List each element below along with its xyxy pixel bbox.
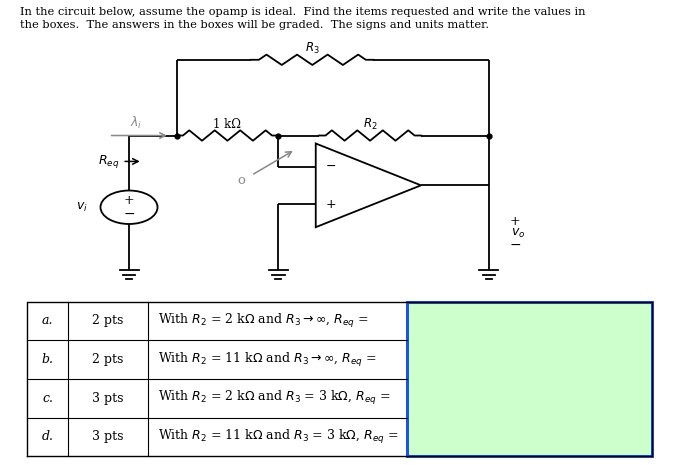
Bar [407, 302, 653, 456]
Text: $v_i$: $v_i$ [77, 201, 88, 214]
Text: $R_2$: $R_2$ [363, 117, 378, 132]
Text: +: + [509, 215, 520, 228]
Text: −: − [325, 160, 336, 173]
Text: With $R_2$ = 11 k$\Omega$ and $R_3$ = 3 k$\Omega$, $R_{eq}$ =: With $R_2$ = 11 k$\Omega$ and $R_3$ = 3 … [158, 428, 398, 446]
Text: the boxes.  The answers in the boxes will be graded.  The signs and units matter: the boxes. The answers in the boxes will… [20, 20, 490, 30]
Text: With $R_2$ = 2 k$\Omega$ and $R_3 \rightarrow \infty$, $R_{eq}$ =: With $R_2$ = 2 k$\Omega$ and $R_3 \right… [158, 312, 369, 330]
Text: −: − [123, 207, 135, 221]
Text: +: + [325, 198, 336, 211]
Text: −: − [509, 238, 521, 252]
Text: 2 pts: 2 pts [92, 353, 124, 366]
Text: With $R_2$ = 11 k$\Omega$ and $R_3 \rightarrow \infty$, $R_{eq}$ =: With $R_2$ = 11 k$\Omega$ and $R_3 \righ… [158, 351, 376, 369]
Text: 3 pts: 3 pts [92, 392, 124, 405]
Text: $\lambda_i$: $\lambda_i$ [130, 115, 142, 131]
Text: a.: a. [41, 314, 53, 327]
Text: 1 kΩ: 1 kΩ [213, 118, 242, 131]
Text: In the circuit below, assume the opamp is ideal.  Find the items requested and w: In the circuit below, assume the opamp i… [20, 7, 586, 17]
Text: b.: b. [41, 353, 54, 366]
Text: c.: c. [42, 392, 53, 405]
Text: $R_3$: $R_3$ [305, 41, 320, 56]
Text: $v_o$: $v_o$ [511, 226, 525, 240]
Text: +: + [124, 194, 134, 207]
Text: d.: d. [41, 431, 54, 444]
Text: 2 pts: 2 pts [92, 314, 124, 327]
Text: o: o [237, 173, 245, 186]
Text: With $R_2$ = 2 k$\Omega$ and $R_3$ = 3 k$\Omega$, $R_{eq}$ =: With $R_2$ = 2 k$\Omega$ and $R_3$ = 3 k… [158, 389, 390, 407]
Text: $R_{eq}$: $R_{eq}$ [98, 153, 119, 170]
Text: 3 pts: 3 pts [92, 431, 124, 444]
